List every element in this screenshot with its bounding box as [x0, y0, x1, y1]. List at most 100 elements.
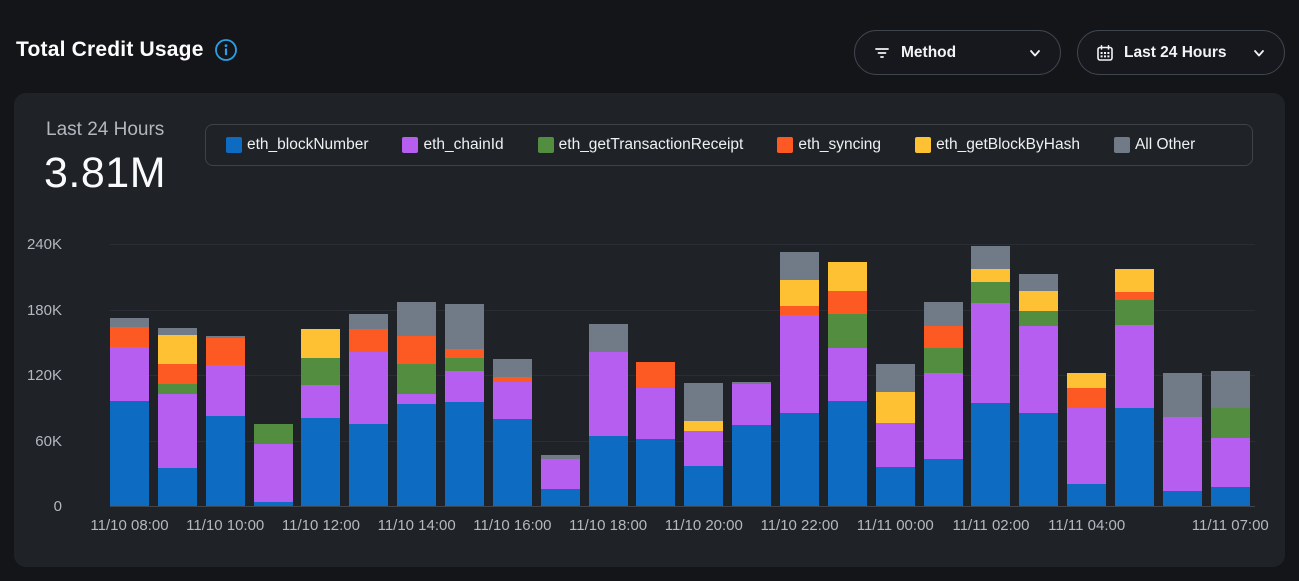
- bar-segment-All Other[interactable]: [780, 251, 820, 281]
- stacked-bar-15[interactable]: [827, 245, 867, 506]
- bar-segment-eth_blockNumber[interactable]: [540, 488, 580, 506]
- method-filter-button[interactable]: Method: [854, 30, 1061, 75]
- bar-segment-eth_getBlockByHash[interactable]: [971, 269, 1011, 283]
- bar-segment-eth_blockNumber[interactable]: [636, 439, 676, 506]
- bar-segment-eth_getBlockByHash[interactable]: [1067, 372, 1107, 389]
- legend-item-eth_blockNumber[interactable]: eth_blockNumber: [226, 136, 368, 154]
- stacked-bar-3[interactable]: [253, 245, 293, 506]
- bar-segment-eth_chainId[interactable]: [780, 314, 820, 414]
- bar-segment-eth_blockNumber[interactable]: [253, 501, 293, 506]
- stacked-bar-20[interactable]: 11/11 04:00: [1048, 245, 1125, 534]
- time-range-button[interactable]: Last 24 Hours: [1077, 30, 1285, 75]
- bar-segment-All Other[interactable]: [205, 335, 245, 338]
- bar-segment-All Other[interactable]: [157, 328, 197, 335]
- bar-segment-All Other[interactable]: [349, 313, 389, 330]
- bar-segment-eth_getBlockByHash[interactable]: [1115, 269, 1155, 293]
- bar-segment-eth_syncing[interactable]: [157, 364, 197, 384]
- bar-segment-eth_blockNumber[interactable]: [110, 401, 149, 506]
- bar-segment-eth_chainId[interactable]: [732, 383, 772, 426]
- bar-segment-All Other[interactable]: [923, 301, 963, 326]
- stacked-bar-7[interactable]: [445, 245, 485, 506]
- stacked-bar-12[interactable]: 11/10 20:00: [665, 245, 743, 534]
- stacked-bar-8[interactable]: 11/10 16:00: [473, 245, 551, 534]
- bar-segment-eth_blockNumber[interactable]: [445, 402, 485, 506]
- bar-segment-eth_chainId[interactable]: [157, 393, 197, 468]
- bar-segment-eth_chainId[interactable]: [492, 381, 532, 419]
- bar-segment-eth_chainId[interactable]: [349, 352, 389, 425]
- bar-segment-eth_chainId[interactable]: [110, 346, 149, 402]
- stacked-bar-11[interactable]: [636, 245, 676, 506]
- bar-segment-All Other[interactable]: [1019, 273, 1059, 291]
- bar-segment-All Other[interactable]: [110, 318, 149, 327]
- bar-segment-eth_blockNumber[interactable]: [588, 436, 628, 506]
- bar-segment-eth_syncing[interactable]: [827, 290, 867, 314]
- bar-segment-All Other[interactable]: [684, 382, 724, 421]
- bar-segment-eth_getTransactionReceipt[interactable]: [1115, 299, 1155, 325]
- bar-segment-eth_blockNumber[interactable]: [397, 404, 437, 506]
- bar-segment-eth_blockNumber[interactable]: [157, 467, 197, 506]
- bar-segment-eth_getTransactionReceipt[interactable]: [923, 347, 963, 373]
- bar-segment-eth_syncing[interactable]: [445, 348, 485, 358]
- bar-segment-eth_blockNumber[interactable]: [875, 466, 915, 506]
- stacked-bar-4[interactable]: 11/10 12:00: [282, 245, 360, 534]
- legend-item-All Other[interactable]: All Other: [1113, 136, 1195, 154]
- bar-segment-eth_chainId[interactable]: [684, 430, 724, 466]
- stacked-bar-19[interactable]: [1019, 245, 1059, 506]
- stacked-bar-5[interactable]: [349, 245, 389, 506]
- bar-segment-eth_syncing[interactable]: [923, 325, 963, 348]
- bar-segment-All Other[interactable]: [397, 301, 437, 336]
- bar-segment-eth_syncing[interactable]: [492, 377, 532, 382]
- stacked-bar-10[interactable]: 11/10 18:00: [569, 245, 647, 534]
- stacked-bar-17[interactable]: [923, 245, 963, 506]
- bar-segment-eth_syncing[interactable]: [397, 335, 437, 365]
- bar-segment-eth_chainId[interactable]: [923, 372, 963, 460]
- bar-segment-eth_blockNumber[interactable]: [684, 465, 724, 506]
- bar-segment-eth_syncing[interactable]: [780, 306, 820, 315]
- bar-segment-eth_blockNumber[interactable]: [1210, 487, 1250, 506]
- bar-segment-eth_syncing[interactable]: [205, 337, 245, 366]
- bar-segment-eth_chainId[interactable]: [445, 370, 485, 403]
- stacked-bar-6[interactable]: 11/10 14:00: [378, 245, 456, 534]
- bar-segment-eth_getTransactionReceipt[interactable]: [397, 364, 437, 394]
- bar-segment-eth_syncing[interactable]: [110, 326, 149, 347]
- bar-segment-eth_blockNumber[interactable]: [780, 413, 820, 506]
- bar-segment-eth_blockNumber[interactable]: [827, 401, 867, 506]
- bar-segment-All Other[interactable]: [1162, 372, 1202, 417]
- stacked-bar-21[interactable]: [1115, 245, 1155, 506]
- legend-item-eth_getTransactionReceipt[interactable]: eth_getTransactionReceipt: [537, 136, 743, 154]
- stacked-bar-18[interactable]: 11/11 02:00: [952, 245, 1029, 534]
- bar-segment-eth_chainId[interactable]: [1115, 324, 1155, 408]
- bar-segment-eth_blockNumber[interactable]: [1067, 484, 1107, 506]
- legend-item-eth_chainId[interactable]: eth_chainId: [402, 136, 504, 154]
- bar-segment-eth_getTransactionReceipt[interactable]: [1210, 407, 1250, 439]
- bar-segment-eth_chainId[interactable]: [827, 347, 867, 402]
- bar-segment-eth_blockNumber[interactable]: [1019, 413, 1059, 506]
- bar-segment-eth_blockNumber[interactable]: [205, 416, 245, 506]
- bar-segment-eth_getBlockByHash[interactable]: [780, 280, 820, 307]
- bar-segment-eth_syncing[interactable]: [1067, 388, 1107, 408]
- stacked-bar-14[interactable]: 11/10 22:00: [760, 245, 839, 534]
- bar-segment-All Other[interactable]: [1210, 370, 1250, 408]
- bar-segment-eth_blockNumber[interactable]: [923, 459, 963, 506]
- stacked-bar-16[interactable]: 11/11 00:00: [857, 245, 934, 534]
- bar-segment-eth_blockNumber[interactable]: [492, 418, 532, 506]
- bar-segment-eth_getTransactionReceipt[interactable]: [827, 313, 867, 348]
- bar-segment-eth_chainId[interactable]: [397, 393, 437, 405]
- bar-segment-All Other[interactable]: [445, 304, 485, 349]
- bar-segment-eth_chainId[interactable]: [1162, 416, 1202, 491]
- bar-segment-eth_getBlockByHash[interactable]: [301, 329, 341, 358]
- bar-segment-eth_syncing[interactable]: [349, 329, 389, 353]
- bar-segment-All Other[interactable]: [540, 454, 580, 460]
- bar-segment-eth_syncing[interactable]: [636, 361, 676, 389]
- bar-segment-eth_chainId[interactable]: [1019, 325, 1059, 414]
- bar-segment-eth_getBlockByHash[interactable]: [684, 420, 724, 431]
- bar-segment-eth_getBlockByHash[interactable]: [875, 392, 915, 424]
- bar-segment-eth_chainId[interactable]: [971, 302, 1011, 404]
- bar-segment-eth_getTransactionReceipt[interactable]: [1019, 310, 1059, 326]
- bar-segment-eth_blockNumber[interactable]: [1162, 490, 1202, 506]
- bar-segment-eth_chainId[interactable]: [1210, 438, 1250, 488]
- bar-segment-eth_getBlockByHash[interactable]: [1019, 290, 1059, 311]
- bar-segment-eth_chainId[interactable]: [253, 443, 293, 502]
- bar-segment-eth_chainId[interactable]: [588, 352, 628, 437]
- bar-segment-eth_getTransactionReceipt[interactable]: [157, 383, 197, 394]
